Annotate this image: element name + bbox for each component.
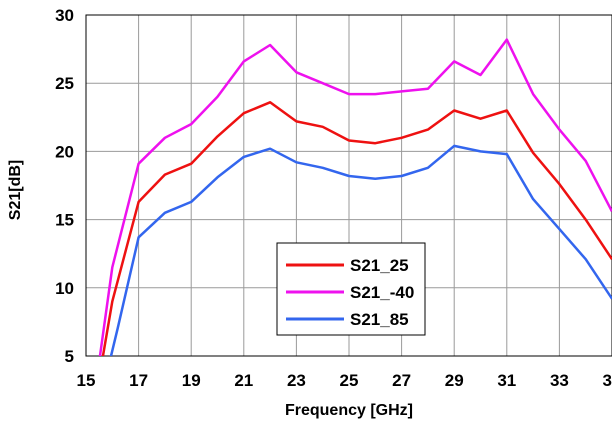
x-tick-label: 25 [340, 371, 359, 390]
series-line-s21-85 [109, 144, 612, 356]
x-tick-label: 21 [234, 371, 253, 390]
x-tick-label: 35 [603, 371, 612, 390]
x-tick-label: 17 [129, 371, 148, 390]
legend: S21_25 S21_-40 S21_85 [276, 242, 426, 336]
y-axis-ticks: 5 10 15 20 25 30 [55, 6, 74, 366]
plot-frame [85, 14, 612, 357]
x-tick-label: 15 [77, 371, 96, 390]
x-tick-label: 19 [182, 371, 201, 390]
y-tick-label: 10 [55, 279, 74, 298]
y-axis-label: S21[dB] [7, 160, 24, 220]
x-tick-label: 23 [287, 371, 306, 390]
legend-label-s21-40: S21_-40 [350, 283, 414, 302]
y-tick-label: 30 [55, 6, 74, 25]
series-line-s21-25 [101, 101, 612, 356]
legend-label-s21-85: S21_85 [350, 310, 409, 329]
y-tick-label: 20 [55, 142, 74, 161]
y-tick-label: 25 [55, 74, 74, 93]
y-tick-label: 15 [55, 211, 74, 230]
x-tick-label: 33 [550, 371, 569, 390]
x-axis-ticks: 15 17 19 21 23 25 27 29 31 33 35 [77, 371, 612, 390]
series-line-s21-40 [98, 38, 612, 356]
series-layer [98, 38, 612, 356]
x-tick-label: 29 [445, 371, 464, 390]
x-axis-label: Frequency [GHz] [285, 402, 413, 419]
x-tick-label: 27 [392, 371, 411, 390]
legend-label-s21-25: S21_25 [350, 256, 409, 275]
y-tick-label: 5 [65, 347, 74, 366]
x-tick-label: 31 [497, 371, 516, 390]
